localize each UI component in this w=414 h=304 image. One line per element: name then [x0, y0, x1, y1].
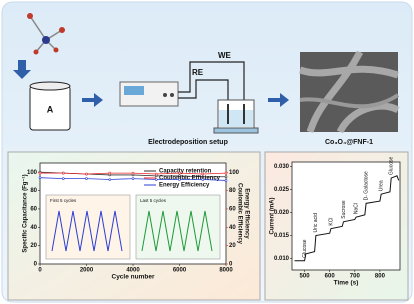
- series-point: [179, 179, 181, 181]
- annotation: Urea: [378, 180, 384, 191]
- vial-label: A: [47, 104, 54, 114]
- x-tick-label: 6000: [173, 268, 187, 274]
- series-point: [202, 179, 204, 181]
- series-point: [155, 173, 157, 175]
- we-label: WE: [218, 51, 232, 60]
- x-tick-label: 8000: [219, 268, 233, 274]
- x-axis-label: Time (s): [334, 280, 359, 287]
- annotation: Sucrose: [341, 200, 347, 219]
- series-point: [225, 179, 227, 181]
- series-point: [109, 172, 111, 174]
- y-axis-label: Specific Capacitance (Fg⁻¹): [22, 174, 29, 252]
- series-point: [225, 176, 227, 178]
- x-tick-label: 800: [375, 274, 386, 280]
- y2-tick-label: 60: [229, 206, 236, 212]
- sem-image: [300, 52, 398, 132]
- series-point: [132, 178, 134, 180]
- annotation: Glucose: [389, 157, 395, 176]
- y2-tick-label: 100: [229, 170, 240, 176]
- annotation: KCl: [328, 218, 334, 226]
- cell: [214, 100, 258, 133]
- series-point: [225, 172, 227, 174]
- series-point: [86, 178, 88, 180]
- annotation: Glucose: [302, 239, 308, 258]
- inset-label: First 5 cycles: [50, 198, 77, 203]
- x-tick-label: 600: [325, 274, 336, 280]
- y-tick-label: 0.015: [274, 233, 290, 239]
- series-point: [62, 178, 64, 180]
- y-tick-label: 80: [30, 188, 37, 194]
- y2-tick-label: 20: [229, 243, 236, 249]
- series-point: [155, 179, 157, 181]
- y2-tick-label: 40: [229, 225, 236, 231]
- annotation: NaCl: [353, 203, 359, 214]
- legend-label: Coulombic Efficiency: [159, 176, 221, 182]
- y2-tick-label: 80: [229, 188, 236, 194]
- y-tick-label: 0.025: [274, 187, 290, 193]
- figure: A RE WE Electrodeposition setup Co₃O₄@FN…: [0, 0, 414, 304]
- y-tick-label: 0.010: [274, 256, 290, 262]
- y-axis-label: Current (mA): [270, 197, 276, 234]
- x-tick-label: 2000: [80, 268, 94, 274]
- x-axis-label: Cycle number: [112, 274, 155, 281]
- y-tick-label: 20: [30, 243, 37, 249]
- legend-label: Energy Efficiency: [159, 183, 210, 189]
- annotation: Uric acid: [313, 213, 319, 233]
- series-point: [62, 172, 64, 174]
- y2-label: Coulombic Efficiency: [236, 183, 242, 245]
- annotation: D- Galactose: [363, 171, 369, 200]
- series-point: [109, 179, 111, 181]
- series-point: [39, 177, 41, 179]
- x-tick-label: 4000: [126, 268, 140, 274]
- y-tick-label: 0.020: [274, 210, 290, 216]
- x-tick-label: 700: [350, 274, 361, 280]
- series-point: [179, 172, 181, 174]
- y-tick-label: 60: [30, 206, 37, 212]
- product-label: Co₃O₄@FNF-1: [325, 139, 373, 146]
- y-tick-label: 40: [30, 225, 37, 231]
- y-tick-label: 100: [27, 170, 38, 176]
- series-point: [132, 172, 134, 174]
- series-point: [39, 172, 41, 174]
- series-point: [86, 173, 88, 175]
- potentiostat: [120, 82, 178, 106]
- y-tick-label: 0.030: [274, 164, 290, 170]
- re-label: RE: [192, 68, 204, 77]
- x-tick-label: 500: [300, 274, 311, 280]
- setup-label: Electrodeposition setup: [148, 139, 228, 146]
- y3-label: Energy Efficiency: [243, 188, 249, 239]
- inset-label: Last 5 cycles: [140, 198, 167, 203]
